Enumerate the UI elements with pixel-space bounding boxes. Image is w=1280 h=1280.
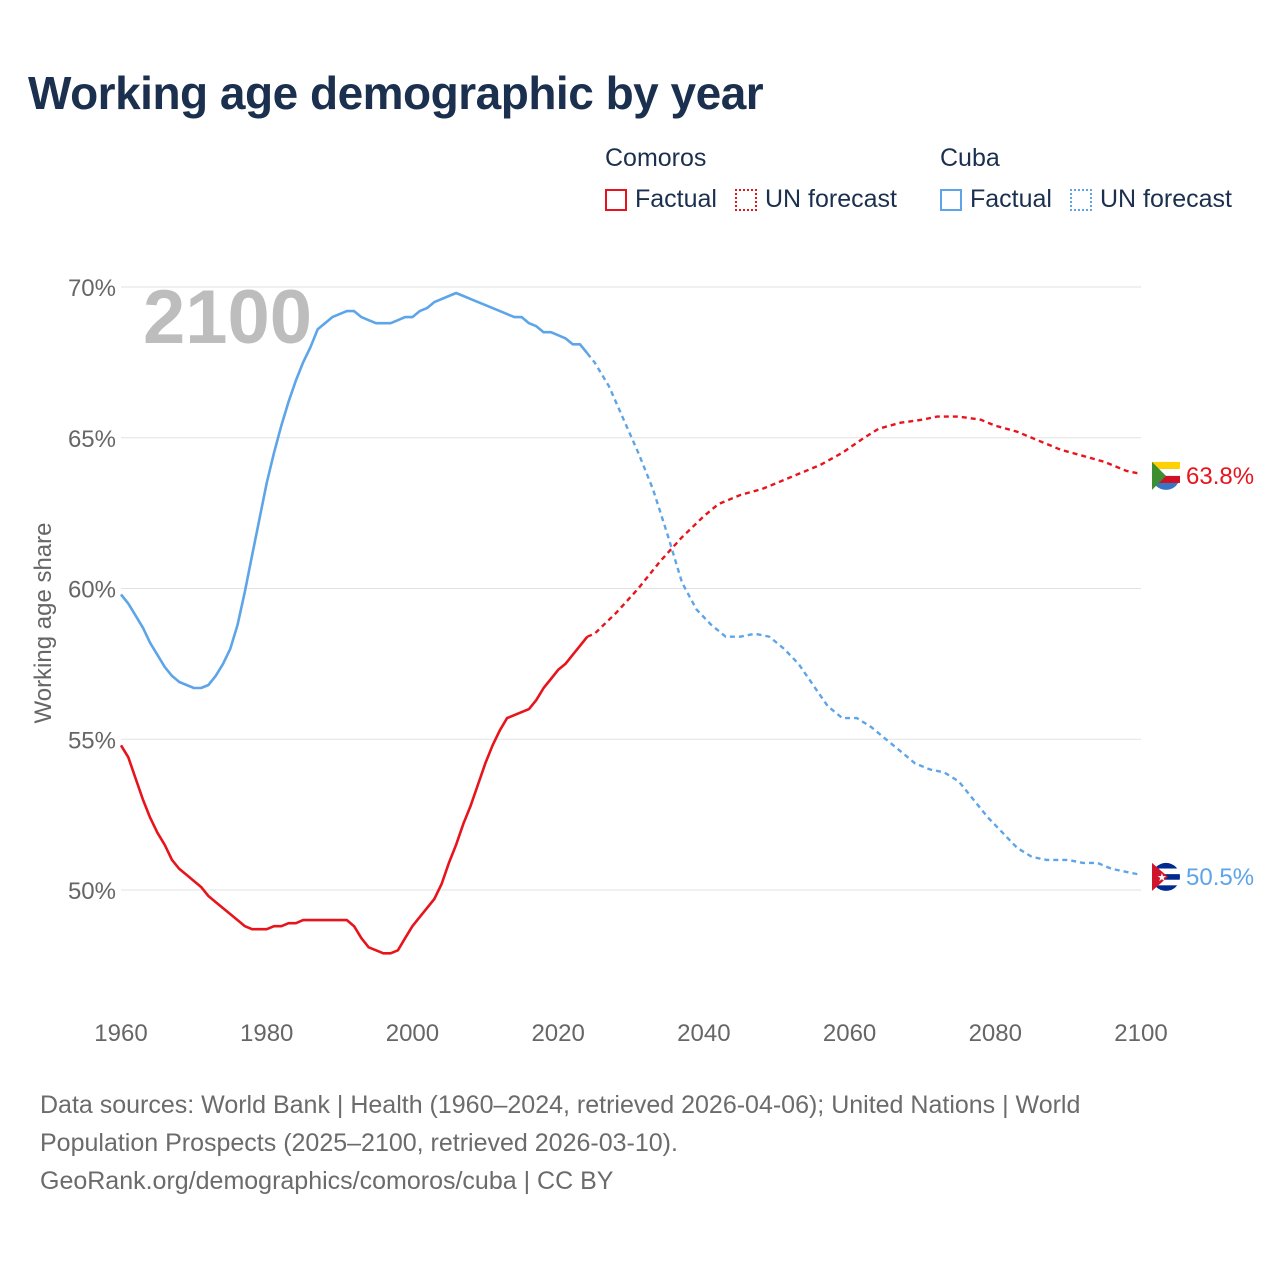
x-tick-label: 2040	[677, 1020, 730, 1047]
flag-stripe	[1152, 475, 1180, 483]
y-tick-label: 65%	[68, 426, 116, 453]
legend-item-cuba-factual[interactable]: Factual	[940, 185, 1052, 214]
y-tick-label: 50%	[68, 878, 116, 905]
legend-swatch-solid	[940, 188, 962, 211]
footer: Data sources: World Bank | Health (1960–…	[40, 1086, 1240, 1200]
legend-group-comoros: Comoros Factual UN forecast	[605, 144, 915, 214]
x-tick-label: 2000	[386, 1020, 439, 1047]
flag-star: ★	[1157, 872, 1167, 884]
legend-item-comoros-forecast[interactable]: UN forecast	[734, 185, 897, 214]
flag-stripe	[1152, 879, 1180, 886]
legend-item-comoros-factual[interactable]: Factual	[605, 185, 717, 214]
flag-triangle	[1152, 862, 1168, 891]
legend-label: UN forecast	[764, 185, 897, 213]
x-tick-label: 2080	[969, 1020, 1022, 1047]
series-line-comoros-forecast	[586, 415, 1142, 638]
x-tick-label: 1980	[240, 1020, 293, 1047]
flag-stripe	[1152, 461, 1180, 469]
x-tick-label: 1960	[94, 1020, 147, 1047]
end-value-label: 50.5%	[1186, 864, 1254, 891]
x-tick-label: 2060	[823, 1020, 876, 1047]
flag-stripe	[1152, 868, 1180, 875]
footer-credit[interactable]: GeoRank.org/demographics/comoros/cuba | …	[40, 1167, 614, 1195]
footer-sources: Data sources: World Bank | Health (1960–…	[40, 1091, 1081, 1119]
x-tick-label: 2020	[531, 1020, 584, 1047]
flag-comoros-icon	[1152, 461, 1180, 490]
flag-stripe	[1152, 468, 1180, 476]
flag-cuba-icon: ★	[1152, 862, 1180, 891]
legend-label: UN forecast	[1099, 185, 1232, 213]
y-tick-label: 60%	[68, 577, 116, 604]
series-line-comoros-factual	[119, 635, 589, 955]
chart-title: Working age demographic by year	[28, 67, 764, 119]
flag-triangle	[1152, 461, 1166, 490]
y-axis-label: Working age share	[30, 523, 57, 724]
x-tick-label: 2100	[1114, 1020, 1167, 1047]
y-tick-label: 70%	[68, 275, 116, 302]
year-watermark: 2100	[143, 275, 312, 360]
legend-item-cuba-forecast[interactable]: UN forecast	[1069, 185, 1232, 214]
legend-swatch-solid	[605, 188, 627, 211]
legend-label: Factual	[970, 185, 1052, 213]
footer-sources-cont: Population Prospects (2025–2100, retriev…	[40, 1129, 678, 1157]
legend-swatch-dotted	[1069, 188, 1092, 211]
legend-group-name: Comoros	[605, 144, 707, 172]
series-line-cuba-factual	[119, 291, 589, 690]
end-value-label: 63.8%	[1186, 463, 1254, 490]
line-chart: 50% 55% 60% 65% 70% 1960 1980 2000 2020 2040 2060 2…	[30, 275, 1254, 1047]
legend-label: Factual	[635, 185, 717, 213]
legend-group-name: Cuba	[940, 144, 1000, 172]
legend-group-cuba: Cuba Factual UN forecast	[940, 144, 1250, 214]
y-tick-label: 55%	[68, 727, 116, 754]
series-line-cuba-forecast	[586, 352, 1142, 877]
legend-swatch-dotted	[734, 188, 757, 211]
